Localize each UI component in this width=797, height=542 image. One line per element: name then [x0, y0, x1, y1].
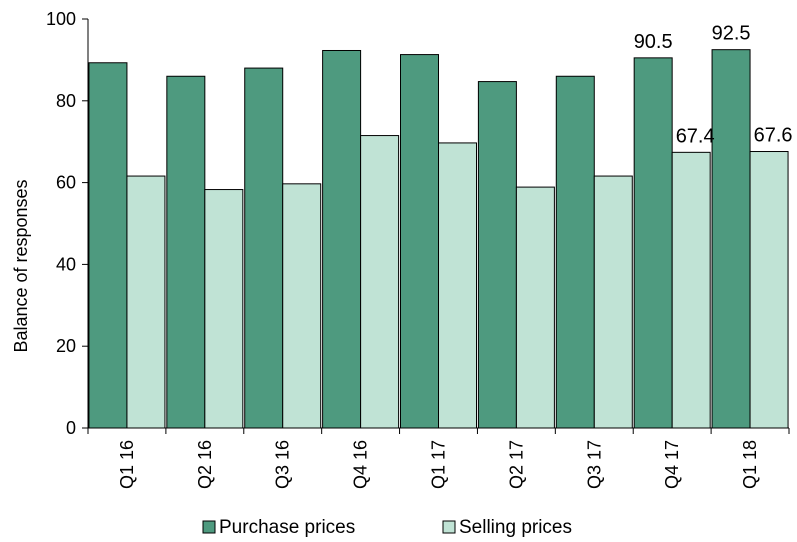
data-labels: 90.5 67.4 92.5 67.6: [634, 23, 793, 148]
y-tick-label: 40: [56, 254, 76, 274]
y-tick-label: 20: [56, 336, 76, 356]
data-label: 92.5: [712, 23, 751, 45]
purchase-price-bar: [322, 49, 362, 429]
data-label: 67.6: [754, 125, 793, 147]
selling-price-bar: [671, 151, 711, 429]
x-tick-label: Q2 16: [195, 440, 215, 489]
purchase-price-bar: [400, 54, 439, 429]
selling-price-bar: [204, 189, 244, 429]
y-tick-label: 60: [56, 173, 76, 193]
y-tick-label: 0: [66, 418, 76, 438]
purchase-price-bar: [244, 67, 284, 429]
x-tick-label: Q1 16: [117, 440, 137, 489]
x-tick-label: Q1 18: [740, 440, 760, 489]
purchase-price-bar: [477, 81, 517, 429]
y-axis: 0 20 40 60 80 100: [46, 9, 89, 438]
data-label: 90.5: [634, 31, 673, 53]
purchase-price-bar: [711, 49, 751, 429]
x-tick-label: Q1 17: [429, 440, 449, 489]
purchase-price-bar: [166, 75, 206, 429]
y-axis-label: Balance of responses: [11, 179, 31, 352]
x-tick-label: Q3 16: [273, 440, 293, 489]
legend: Purchase prices Selling prices: [202, 517, 572, 538]
selling-price-bar: [593, 175, 633, 429]
x-tick-label: Q2 17: [506, 440, 526, 489]
purchase-price-bar: [88, 62, 128, 429]
y-tick-label: 100: [46, 9, 76, 29]
selling-price-bar: [438, 142, 477, 429]
selling-price-bar: [749, 151, 789, 429]
bars: [88, 49, 789, 429]
purchase-price-bar: [633, 57, 673, 429]
legend-label: Purchase prices: [219, 517, 355, 538]
legend-swatch: [442, 520, 456, 534]
x-tick-label: Q4 17: [662, 440, 682, 489]
selling-price-bar: [126, 175, 166, 429]
selling-price-bar: [360, 135, 400, 429]
legend-swatch: [202, 520, 216, 534]
x-tick-label: Q3 17: [584, 440, 604, 489]
purchase-price-bar: [555, 75, 595, 429]
x-axis: Q1 16 Q2 16 Q3 16 Q4 16 Q1 17 Q2 17 Q3 17 Q4 17…: [87, 427, 790, 489]
x-tick-label: Q4 16: [351, 440, 371, 489]
legend-label: Selling prices: [459, 517, 572, 538]
y-tick-label: 80: [56, 91, 76, 111]
selling-price-bar: [282, 183, 322, 429]
data-label: 67.4: [676, 125, 715, 147]
selling-price-bar: [515, 186, 555, 429]
